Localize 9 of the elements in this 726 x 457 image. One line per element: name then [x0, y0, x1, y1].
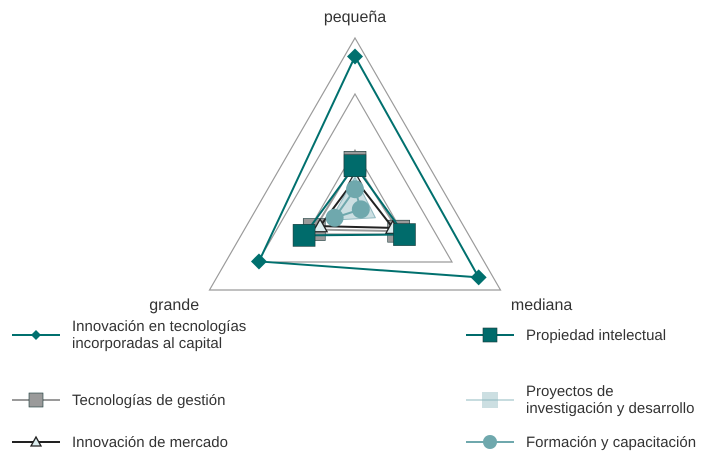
legend-label: Propiedad intelectual: [526, 327, 666, 344]
spoke-label: pequeña: [324, 9, 386, 26]
legend-label: Innovación en tecnologías incorporadas al capital: [72, 318, 246, 352]
spoke-label: mediana: [510, 297, 572, 314]
legend-label: Formación y capacitación: [526, 434, 696, 451]
legend-label: Proyectos de investigación y desarrollo: [526, 383, 694, 417]
legend-label: Tecnologías de gestión: [72, 392, 226, 409]
legend-label: Innovación de mercado: [72, 434, 228, 451]
spoke-label: grande: [149, 297, 200, 314]
